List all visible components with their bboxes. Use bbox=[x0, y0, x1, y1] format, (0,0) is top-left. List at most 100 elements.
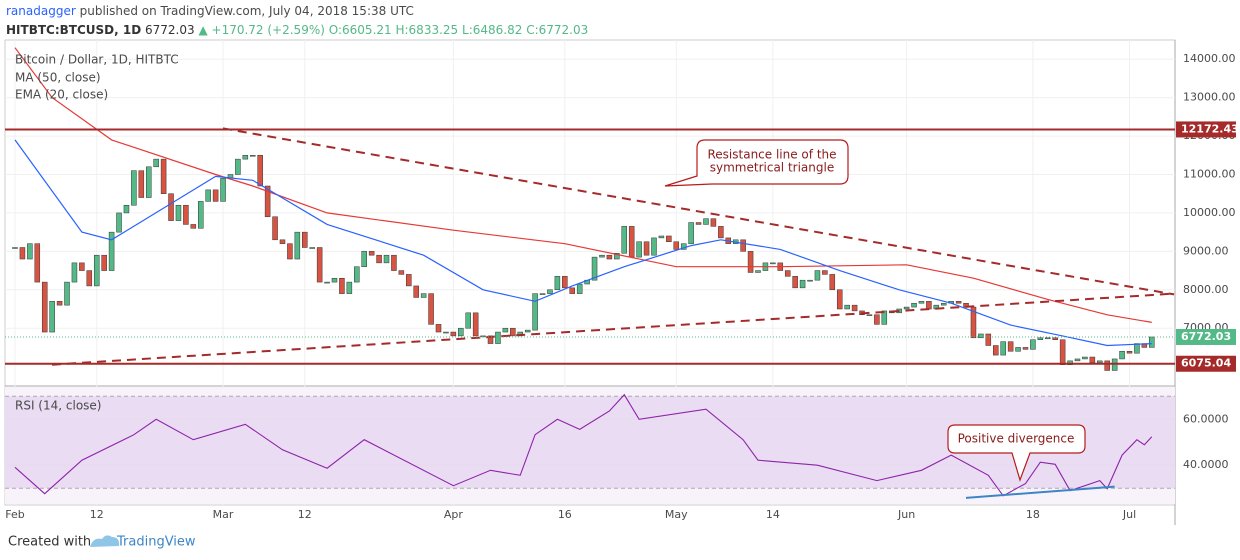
candle bbox=[398, 270, 405, 275]
candle bbox=[153, 158, 159, 168]
candle bbox=[272, 216, 278, 241]
candle bbox=[1022, 347, 1029, 350]
candle bbox=[294, 231, 301, 260]
candle bbox=[406, 274, 412, 287]
candle bbox=[145, 166, 152, 198]
candle bbox=[784, 270, 791, 277]
candle bbox=[383, 254, 390, 264]
level-label: 6075.04 bbox=[1181, 357, 1231, 370]
candle bbox=[993, 345, 999, 356]
candle bbox=[606, 254, 613, 260]
candle bbox=[576, 283, 583, 294]
x-tick-label: 16 bbox=[558, 508, 572, 521]
candle bbox=[1104, 360, 1110, 371]
candle bbox=[279, 239, 286, 244]
candle bbox=[391, 254, 397, 271]
author[interactable]: ranadagger bbox=[6, 4, 76, 18]
candle bbox=[316, 247, 323, 283]
candle bbox=[740, 239, 746, 252]
candle bbox=[458, 327, 464, 337]
annotation: symmetrical triangle bbox=[710, 161, 834, 175]
candle bbox=[955, 301, 962, 304]
candle bbox=[1149, 336, 1155, 348]
x-tick-label: 14 bbox=[766, 508, 780, 521]
candle bbox=[918, 301, 925, 304]
candle bbox=[941, 302, 947, 306]
legend-entry: MA (50, close) bbox=[15, 71, 101, 85]
candle bbox=[1015, 347, 1021, 352]
candle bbox=[1045, 337, 1051, 340]
candle bbox=[346, 281, 353, 294]
candle bbox=[108, 231, 115, 271]
candle bbox=[666, 235, 672, 242]
candle bbox=[547, 289, 553, 294]
candle bbox=[220, 178, 226, 202]
candle bbox=[56, 301, 63, 306]
footer-created: Created with bbox=[8, 535, 91, 550]
candle bbox=[532, 293, 538, 331]
candle bbox=[49, 301, 55, 333]
high: H:6833.25 bbox=[395, 23, 458, 37]
open: O:6605.21 bbox=[329, 23, 392, 37]
candle bbox=[420, 293, 427, 298]
candle bbox=[376, 254, 382, 264]
candle bbox=[1074, 358, 1081, 362]
candle bbox=[1097, 360, 1103, 364]
candle bbox=[591, 256, 598, 281]
footer-brand[interactable]: TradingView bbox=[116, 535, 196, 550]
ma-line bbox=[14, 139, 1152, 347]
candle bbox=[235, 158, 241, 175]
candle bbox=[71, 262, 78, 283]
candle bbox=[621, 226, 628, 254]
candle bbox=[183, 204, 189, 225]
x-tick-label: Mar bbox=[213, 508, 234, 521]
candle bbox=[472, 312, 479, 337]
x-tick-label: Jul bbox=[1122, 508, 1136, 521]
candle bbox=[539, 293, 546, 295]
candle bbox=[12, 247, 18, 249]
candle bbox=[428, 293, 434, 325]
candle bbox=[718, 226, 724, 239]
x-tick-label: May bbox=[665, 508, 688, 521]
candle bbox=[101, 254, 107, 271]
candle bbox=[562, 276, 568, 289]
candle bbox=[368, 251, 375, 256]
candle bbox=[911, 302, 917, 308]
y-tick-label: 10000.00 bbox=[1183, 206, 1236, 219]
candle bbox=[175, 204, 182, 221]
candle bbox=[1000, 341, 1006, 356]
candle bbox=[138, 170, 145, 198]
candle bbox=[1059, 339, 1066, 365]
candle bbox=[747, 251, 754, 273]
candle bbox=[41, 281, 48, 333]
candle bbox=[643, 241, 650, 256]
candle bbox=[242, 155, 249, 160]
candle bbox=[628, 226, 635, 258]
callout bbox=[947, 424, 1086, 482]
pane-title: RSI (14, close) bbox=[15, 399, 101, 413]
x-tick-label: Jun bbox=[897, 508, 915, 521]
candle bbox=[814, 270, 821, 281]
candle bbox=[302, 231, 308, 248]
candle bbox=[1134, 343, 1140, 354]
level-label-bg bbox=[1176, 121, 1236, 138]
y-tick-label: 8000.00 bbox=[1183, 283, 1229, 296]
candle bbox=[903, 306, 910, 310]
ma-line bbox=[14, 47, 1152, 323]
trendline bbox=[222, 127, 1175, 296]
candle bbox=[443, 331, 449, 334]
level-label: 12172.43 bbox=[1181, 122, 1239, 135]
candle bbox=[361, 251, 367, 267]
candle bbox=[205, 189, 211, 202]
x-tick-label: 18 bbox=[1026, 508, 1040, 521]
candle bbox=[413, 285, 419, 298]
level-label-bg bbox=[1176, 355, 1236, 372]
candle bbox=[874, 314, 880, 325]
change-arrow: ▲ bbox=[198, 23, 208, 37]
candle bbox=[836, 289, 843, 310]
candle bbox=[480, 335, 486, 338]
symbol-line: HITBTC:BTCUSD, 1D 6772.03 ▲ +170.72 (+2.… bbox=[6, 23, 588, 37]
candle bbox=[599, 254, 605, 258]
candle bbox=[93, 254, 100, 287]
